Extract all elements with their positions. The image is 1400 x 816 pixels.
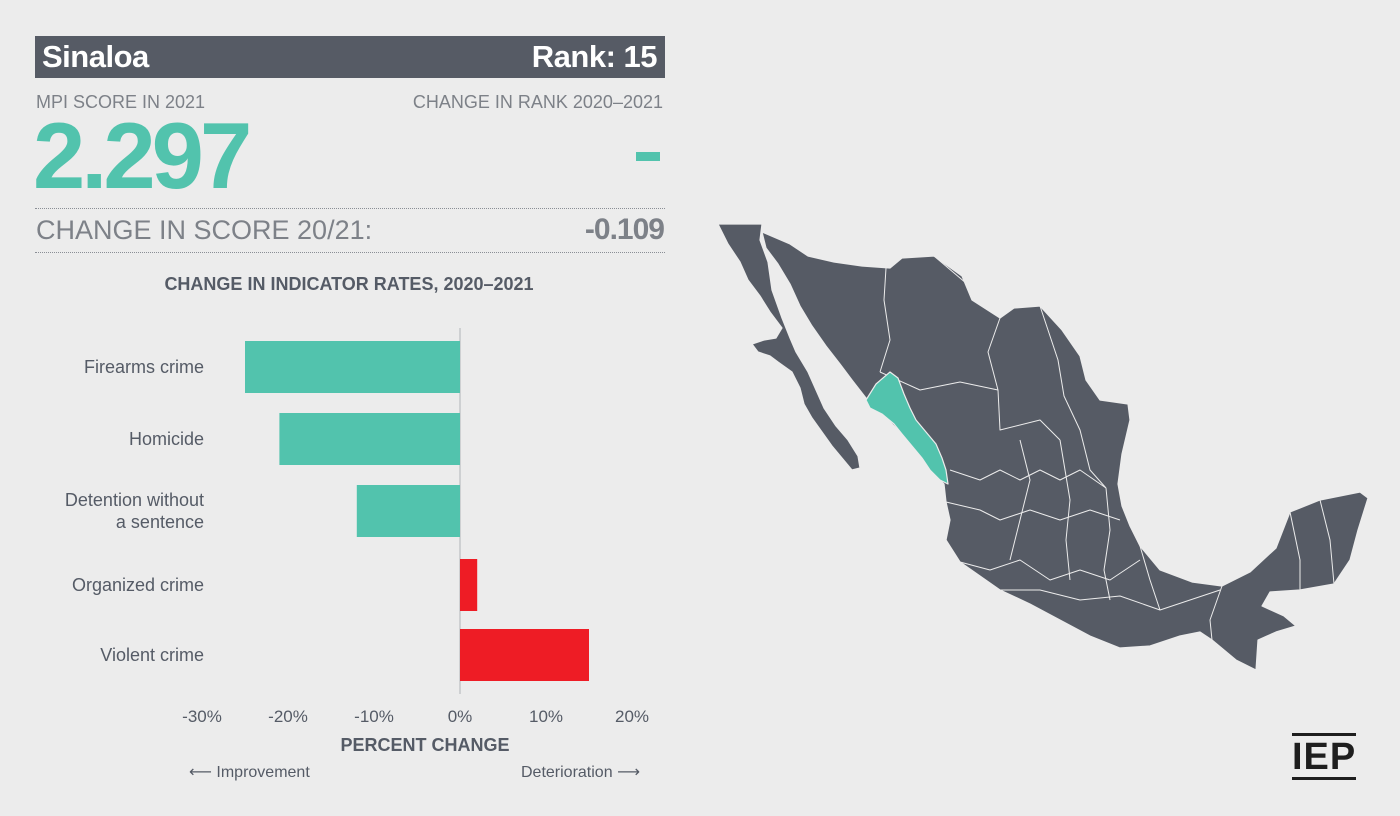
x-axis-title: PERCENT CHANGE [340,735,510,755]
header-bar: Sinaloa Rank: 15 [35,36,665,78]
chart-title: CHANGE IN INDICATOR RATES, 2020–2021 [164,274,534,294]
mainland-mexico [761,231,1369,671]
rank-label: Rank: 15 [531,39,658,74]
x-tick-label: 20% [615,707,649,726]
divider-bottom [35,252,665,253]
divider-top [35,208,665,209]
bar-detention-without-a-sentence [356,485,460,537]
x-tick-label: 10% [529,707,563,726]
rank-change-dash-icon [636,152,660,161]
x-tick-label: -30% [182,707,222,726]
state-name: Sinaloa [42,39,149,74]
mpi-score-value: 2.297 [33,103,252,208]
direction-improvement: ⟵ Improvement [189,762,310,782]
improvement-label: Improvement [216,764,310,781]
category-label: Organized crime [72,575,204,595]
bar-organized-crime [460,559,478,611]
category-label: Homicide [129,429,204,449]
arrow-left-icon: ⟵ [189,764,212,781]
category-label: Detention without a sentence [65,490,204,532]
sinaloa-highlight [865,371,949,485]
baja-peninsula [717,223,861,471]
iep-logo: IEP [1292,733,1357,780]
change-score-label: CHANGE IN SCORE 20/21: [36,215,373,245]
x-tick-label: -10% [354,707,394,726]
mexico-map-icon [717,223,1369,671]
arrow-right-icon: ⟶ [617,764,640,781]
indicator-bar-chart: Firearms crime Homicide Detention without a… [65,328,649,726]
direction-deterioration: Deterioration ⟶ [521,762,640,782]
mpi-score-label: MPI SCORE IN 2021 [36,92,206,112]
x-tick-label: -20% [268,707,308,726]
change-score-value: -0.109 [584,213,665,246]
bar-homicide [279,413,460,465]
bar-violent-crime [460,629,589,681]
bar-firearms-crime [245,341,460,393]
category-label: Violent crime [100,645,204,665]
rank-change-label: CHANGE IN RANK 2020–2021 [412,92,663,112]
category-label: Firearms crime [84,357,204,377]
x-tick-label: 0% [448,707,473,726]
deterioration-label: Deterioration [521,764,613,781]
